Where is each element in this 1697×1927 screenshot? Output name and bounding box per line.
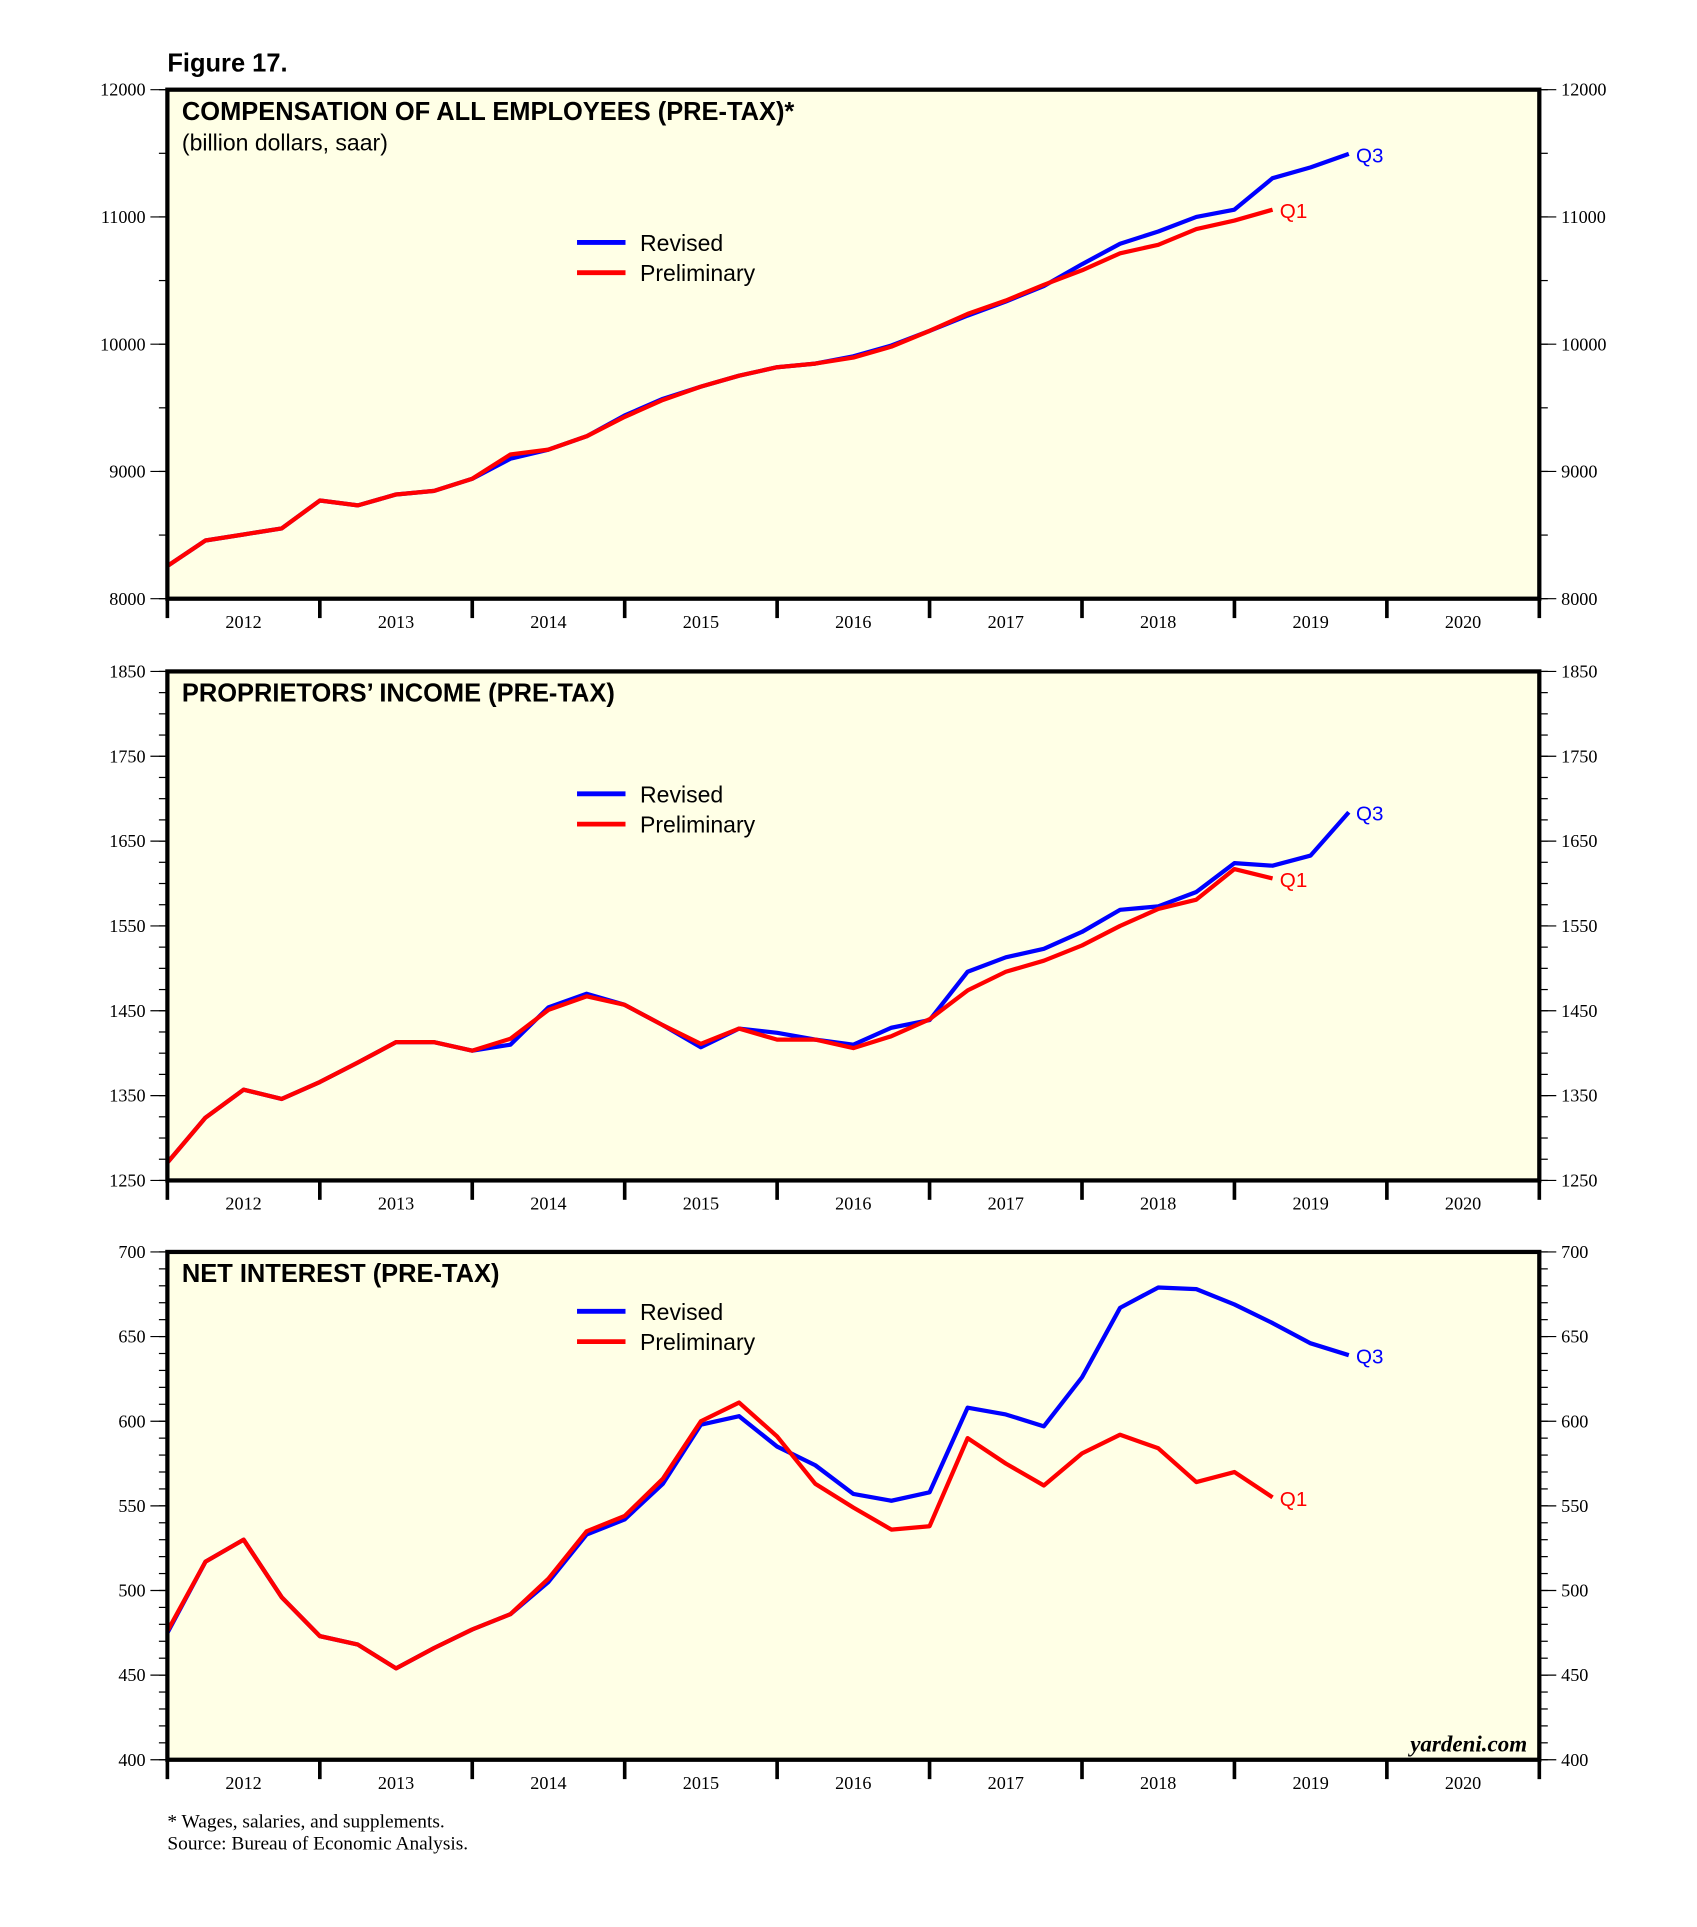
x-tick-label: 2014	[530, 612, 566, 632]
x-tick-label: 2016	[835, 1773, 871, 1793]
y-tick-label-right: 1750	[1561, 746, 1597, 766]
y-tick-label-right: 11000	[1561, 207, 1606, 227]
y-tick-label-right: 10000	[1561, 334, 1606, 354]
end-label-preliminary: Q1	[1280, 1488, 1307, 1511]
x-tick-label: 2018	[1140, 1773, 1176, 1793]
series-line-preliminary	[166, 207, 1274, 568]
y-tick-label-left: 1550	[109, 916, 145, 936]
x-tick-label: 2017	[988, 612, 1024, 632]
legend-label-preliminary: Preliminary	[640, 1329, 756, 1355]
y-tick-label-left: 1450	[109, 1001, 145, 1021]
chart-subtitle: (billion dollars, saar)	[182, 129, 388, 155]
x-tick-label: 2016	[835, 612, 871, 632]
x-tick-label: 2019	[1293, 612, 1329, 632]
x-tick-label: 2014	[530, 1194, 566, 1214]
series-line-preliminary	[165, 1400, 1274, 1671]
x-tick-label: 2013	[378, 1773, 414, 1793]
y-tick-label-left: 10000	[100, 334, 145, 354]
x-tick-label: 2019	[1293, 1773, 1329, 1793]
legend-label-revised: Revised	[640, 230, 723, 256]
y-tick-label-right: 400	[1561, 1750, 1588, 1770]
end-label-preliminary: Q1	[1280, 869, 1307, 892]
x-tick-label: 2018	[1140, 612, 1176, 632]
x-tick-label: 2015	[683, 612, 719, 632]
plot-frame	[165, 669, 1542, 1183]
y-tick-label-right: 1850	[1561, 661, 1597, 681]
x-tick-label: 2019	[1293, 1194, 1329, 1214]
x-tick-label: 2013	[378, 1194, 414, 1214]
y-tick-label-right: 8000	[1561, 589, 1597, 609]
y-tick-label-left: 600	[118, 1411, 145, 1431]
y-tick-label-left: 8000	[109, 589, 145, 609]
x-tick-label: 2017	[988, 1194, 1024, 1214]
legend-label-revised: Revised	[640, 781, 723, 807]
x-tick-label: 2020	[1445, 612, 1481, 632]
y-tick-label-left: 9000	[109, 462, 145, 482]
y-tick-label-right: 450	[1561, 1665, 1588, 1685]
series-line-preliminary	[165, 866, 1274, 1164]
y-tick-label-left: 650	[118, 1327, 145, 1347]
x-tick-label: 2012	[225, 612, 261, 632]
y-tick-label-right: 1250	[1561, 1170, 1597, 1190]
plot-background	[167, 89, 1540, 599]
x-tick-label: 2016	[835, 1194, 871, 1214]
y-tick-label-right: 1450	[1561, 1001, 1597, 1021]
x-tick-label: 2012	[225, 1773, 261, 1793]
chart-title: PROPRIETORS’ INCOME (PRE-TAX)	[182, 680, 615, 708]
legend-label-preliminary: Preliminary	[640, 260, 756, 286]
y-tick-label-left: 500	[118, 1581, 145, 1601]
y-tick-label-right: 1550	[1561, 916, 1597, 936]
x-tick-label: 2018	[1140, 1194, 1176, 1214]
x-tick-label: 2014	[530, 1773, 566, 1793]
plot-background	[167, 671, 1540, 1181]
end-label-revised: Q3	[1356, 144, 1383, 167]
y-tick-label-right: 550	[1561, 1496, 1588, 1516]
x-tick-label: 2013	[378, 612, 414, 632]
y-tick-label-left: 11000	[101, 207, 146, 227]
chart-panel-2: 1250 1250 1350 1350 1450 1450 1550 1550 1650 1650…	[109, 661, 1597, 1213]
y-tick-label-right: 9000	[1561, 462, 1597, 482]
x-tick-label: 2020	[1445, 1773, 1481, 1793]
end-label-revised: Q3	[1356, 803, 1383, 826]
y-tick-label-left: 400	[118, 1750, 145, 1770]
y-tick-label-right: 700	[1561, 1242, 1588, 1262]
watermark-yardeni: yardeni.com	[1407, 1730, 1527, 1756]
end-label-preliminary: Q1	[1280, 200, 1307, 223]
y-tick-label-left: 1850	[109, 661, 145, 681]
end-label-revised: Q3	[1356, 1346, 1383, 1369]
x-tick-label: 2020	[1445, 1194, 1481, 1214]
y-tick-label-left: 700	[118, 1242, 145, 1262]
y-tick-label-left: 1250	[109, 1170, 145, 1190]
x-tick-label: 2017	[988, 1773, 1024, 1793]
y-tick-label-right: 650	[1561, 1327, 1588, 1347]
plot-frame	[165, 87, 1542, 601]
y-tick-label-right: 600	[1561, 1411, 1588, 1431]
y-tick-label-left: 1350	[109, 1086, 145, 1106]
y-tick-label-left: 450	[118, 1665, 145, 1685]
chart-panel-1: 8000 8000 9000 9000 10000 10000 11000 11000 1200…	[100, 80, 1606, 632]
y-tick-label-left: 550	[118, 1496, 145, 1516]
y-tick-label-right: 1650	[1561, 831, 1597, 851]
x-tick-label: 2015	[683, 1773, 719, 1793]
figure-label: Figure 17.	[167, 50, 287, 78]
chart-panel-3: 400 400 450 450 500 500 550 550 600 600 650 650 700 7…	[118, 1242, 1588, 1793]
plot-frame	[165, 1249, 1542, 1762]
y-tick-label-right: 12000	[1561, 80, 1606, 100]
chart-title: COMPENSATION OF ALL EMPLOYEES (PRE-TAX)*	[182, 98, 795, 126]
y-tick-label-left: 12000	[100, 80, 145, 100]
y-tick-label-right: 1350	[1561, 1086, 1597, 1106]
y-tick-label-left: 1750	[109, 746, 145, 766]
x-tick-label: 2015	[683, 1194, 719, 1214]
legend-label-preliminary: Preliminary	[640, 812, 756, 838]
source-note: Source: Bureau of Economic Analysis.	[167, 1833, 468, 1854]
legend-label-revised: Revised	[640, 1299, 723, 1325]
chart-title: NET INTEREST (PRE-TAX)	[182, 1260, 500, 1288]
x-tick-label: 2012	[225, 1194, 261, 1214]
y-tick-label-left: 1650	[109, 831, 145, 851]
footnote: * Wages, salaries, and supplements.	[167, 1812, 444, 1833]
y-tick-label-right: 500	[1561, 1581, 1588, 1601]
